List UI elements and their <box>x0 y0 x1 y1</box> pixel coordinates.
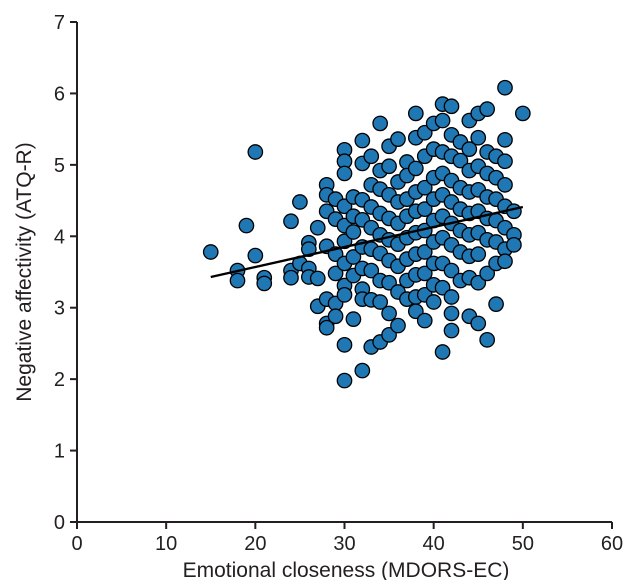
x-tick-label: 0 <box>71 533 82 555</box>
x-tick-label: 10 <box>155 533 177 555</box>
data-point <box>416 244 433 260</box>
data-point <box>497 177 513 193</box>
data-point <box>497 153 513 170</box>
x-axis-ticks: 0 10 20 30 40 50 60 <box>71 522 623 555</box>
data-point <box>327 308 344 325</box>
data-point <box>497 132 513 148</box>
data-point <box>479 101 496 117</box>
regression-line-layer <box>210 205 524 279</box>
data-point <box>345 311 362 327</box>
data-point <box>443 262 460 279</box>
x-tick-label: 20 <box>244 533 266 555</box>
data-point <box>461 141 478 157</box>
data-point <box>416 265 433 282</box>
data-point <box>443 305 460 322</box>
y-axis-title: Negative affectivity (ATQ-R) <box>13 142 36 401</box>
data-point <box>336 287 353 303</box>
x-tick-label: 40 <box>423 533 445 555</box>
x-tick-label: 30 <box>333 533 355 555</box>
data-point <box>488 296 504 312</box>
data-point <box>470 315 487 332</box>
data-point <box>381 158 397 175</box>
data-point <box>381 305 397 322</box>
data-point <box>443 289 460 305</box>
data-point <box>470 129 487 146</box>
x-tick-label: 50 <box>512 533 534 555</box>
data-point <box>479 332 496 348</box>
data-point <box>434 344 451 360</box>
x-axis-title: Emotional closeness (MDORS-EC) <box>183 559 510 580</box>
data-point <box>443 98 460 115</box>
data-point <box>372 115 389 132</box>
data-point <box>443 322 460 339</box>
data-point <box>470 246 487 262</box>
data-point <box>363 262 380 279</box>
data-point <box>309 219 326 236</box>
data-point <box>506 237 522 253</box>
data-point <box>425 294 442 310</box>
y-tick-label: 2 <box>54 369 65 391</box>
y-tick-label: 4 <box>54 226 65 248</box>
data-point <box>345 249 362 265</box>
data-point <box>416 179 433 196</box>
data-point <box>407 105 424 122</box>
axes: 0 10 20 30 40 50 60 0 1 2 3 4 5 6 7 <box>54 12 623 555</box>
data-point <box>452 152 469 169</box>
y-tick-label: 6 <box>54 83 65 105</box>
x-tick-label: 60 <box>601 533 623 555</box>
data-point <box>336 337 353 353</box>
data-point <box>497 79 513 96</box>
regression-line <box>210 205 524 279</box>
data-point <box>283 269 299 286</box>
data-point <box>416 312 433 329</box>
data-point <box>256 275 273 292</box>
data-point <box>247 144 264 160</box>
data-point <box>434 112 451 129</box>
y-tick-label: 7 <box>54 12 65 34</box>
y-tick-label: 3 <box>54 298 65 320</box>
data-point <box>238 217 255 234</box>
data-point <box>283 213 299 230</box>
data-point <box>479 265 496 282</box>
data-point <box>229 272 246 289</box>
data-point <box>497 253 513 270</box>
data-point <box>354 132 371 149</box>
data-point <box>327 265 344 282</box>
data-point <box>514 105 531 122</box>
data-point <box>407 160 424 177</box>
data-point <box>247 247 264 264</box>
data-point <box>309 270 326 287</box>
y-tick-label: 0 <box>54 512 65 534</box>
data-point <box>292 194 308 210</box>
data-point <box>372 294 389 310</box>
y-axis-ticks: 0 1 2 3 4 5 6 7 <box>54 12 77 534</box>
data-point <box>318 319 335 336</box>
data-point <box>336 165 353 182</box>
data-point <box>336 372 353 389</box>
data-point <box>202 244 219 260</box>
data-points <box>202 79 531 389</box>
data-point <box>390 131 406 147</box>
data-point <box>416 201 433 217</box>
y-tick-label: 1 <box>54 441 65 463</box>
data-point <box>345 224 362 240</box>
y-tick-label: 5 <box>54 155 65 177</box>
data-point <box>300 241 317 257</box>
data-point <box>390 317 406 334</box>
data-point <box>363 148 380 165</box>
data-point <box>354 362 371 379</box>
